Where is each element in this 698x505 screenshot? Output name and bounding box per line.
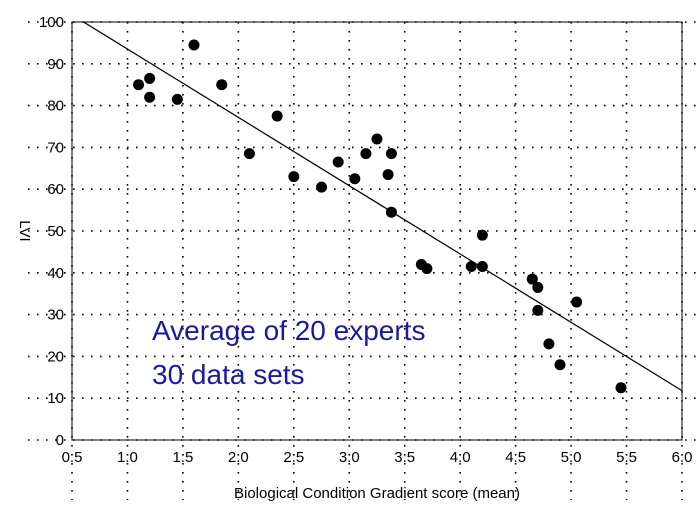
x-tick-label: 3.5	[394, 449, 415, 466]
y-tick-label: 20	[47, 348, 64, 365]
data-point-28	[615, 382, 627, 394]
data-point-24	[532, 304, 544, 316]
data-point-15	[385, 148, 397, 160]
trend-line	[82, 22, 682, 392]
data-point-5	[216, 79, 228, 91]
data-point-10	[332, 156, 344, 168]
x-tick-label: 2.0	[228, 449, 249, 466]
data-point-8	[288, 171, 300, 183]
y-tick-label: 10	[47, 390, 64, 407]
data-point-26	[554, 359, 566, 371]
y-tick-label: 60	[47, 181, 64, 198]
data-point-21	[476, 261, 488, 273]
data-point-19	[465, 261, 477, 273]
data-point-7	[271, 110, 283, 122]
data-point-1	[144, 72, 156, 84]
tick-labels: 0.5 1.0 1.5 2.0 2.5 3.0 3.5 4.0 4.5 5.0 5.5 6.0 0 10 2…	[39, 14, 692, 466]
data-point-23	[532, 281, 544, 293]
annotation-line-1: Average of 20 experts	[152, 315, 425, 346]
x-tick-label: 1.0	[117, 449, 138, 466]
data-point-18	[421, 263, 433, 275]
grid	[28, 21, 698, 500]
x-tick-label: 5.5	[616, 449, 637, 466]
x-tick-label: 2.5	[283, 449, 304, 466]
y-tick-label: 50	[47, 223, 64, 240]
data-point-4	[188, 39, 200, 51]
x-tick-label: 4.0	[450, 449, 471, 466]
data-point-16	[385, 206, 397, 218]
y-tick-label: 70	[47, 139, 64, 156]
y-tick-label: 0	[56, 432, 64, 449]
data-point-9	[316, 181, 328, 193]
x-tick-label: 6.0	[672, 449, 693, 466]
x-tick-label: 4.5	[505, 449, 526, 466]
x-tick-label: 1.5	[172, 449, 193, 466]
y-tick-label: 40	[47, 265, 64, 282]
data-point-3	[171, 93, 183, 105]
plot-frame	[71, 21, 683, 441]
data-point-12	[360, 148, 372, 160]
x-tick-label: 3.0	[339, 449, 360, 466]
annotation-line-2: 30 data sets	[152, 359, 305, 390]
y-tick-label: 80	[47, 98, 64, 115]
data-point-0	[133, 79, 145, 91]
data-point-6	[243, 148, 255, 160]
data-point-11	[349, 173, 361, 185]
x-axis-label: Biological Condition Gradient score (mea…	[234, 485, 520, 502]
data-point-13	[371, 133, 383, 145]
x-tick-label: 5.0	[561, 449, 582, 466]
data-point-2	[144, 91, 156, 103]
y-tick-label: 90	[47, 56, 64, 73]
y-axis-label: LVI	[16, 220, 33, 241]
y-tick-label: 30	[47, 307, 64, 324]
data-point-27	[571, 296, 583, 308]
data-point-22	[526, 273, 538, 285]
data-points	[133, 39, 627, 394]
data-point-25	[543, 338, 555, 350]
y-tick-label: 100	[39, 14, 64, 31]
x-tick-label: 0.5	[62, 449, 83, 466]
data-point-14	[382, 169, 394, 181]
data-point-20	[476, 229, 488, 241]
